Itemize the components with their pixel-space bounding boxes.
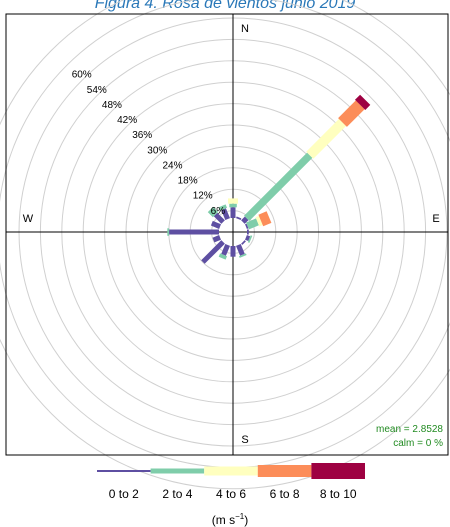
ring-label: 12% [193,191,213,202]
petals [167,94,371,264]
legend-label: 2 to 4 [162,487,192,501]
legend-swatch [150,468,205,474]
petal-n-2 [228,198,238,204]
legend-swatch [97,470,151,472]
ring-label: 18% [178,176,198,187]
petal-se-0 [241,240,246,245]
plot-border [5,13,449,456]
legend-label: 4 to 6 [216,487,246,501]
compass-label-n: N [241,23,249,35]
legend-label: 6 to 8 [270,487,300,501]
compass-label-w: W [23,213,34,225]
ring-label: 42% [117,115,137,126]
chart-title: Figura 4. Rosa de vientos junio 2019 [94,0,356,12]
legend-swatch [257,465,312,477]
mean-label: mean = 2.8528 [376,424,443,435]
ring-label: 60% [72,70,92,81]
ring-label: 24% [162,161,182,172]
petal-ssw-0 [221,244,230,256]
petal-w-0 [169,229,219,235]
petal-sse-1 [239,253,247,258]
petal-ne-4 [355,94,371,110]
petal-sse-0 [236,244,245,256]
petal-ne-1 [244,152,313,221]
petal-ene-2 [255,215,263,227]
calm-label: calm = 0 % [393,438,443,449]
ring-labels: 6% 12% 18% 24% 30% 36% 42% 48% 54% 60% [72,70,226,217]
petal-wnw-0 [210,220,221,229]
petal-nw-1 [207,206,219,218]
petal-n-0 [230,207,236,218]
grid-circle [0,0,450,490]
compass-label-e: E [432,213,439,225]
petal-ese-0 [245,235,251,241]
petal-s-0 [230,246,236,257]
petal-ese-1 [247,235,253,243]
petal-ssw-1 [218,253,227,260]
petal-wsw-0 [212,235,221,243]
petal-nnw-0 [221,208,230,220]
grid-circles [0,0,450,490]
ring-label: 36% [132,130,152,141]
compass-labels: N E S W [23,23,440,446]
ring-label: 30% [147,145,167,156]
ring-label: 54% [87,85,107,96]
petal-ene-1 [246,218,259,230]
petal-nnw-1 [218,204,227,211]
petal-ne-2 [306,118,347,159]
petal-w-1 [167,228,170,236]
petal-n-1 [229,203,237,208]
petal-e-0 [247,229,249,235]
ring-label: 48% [102,100,122,111]
ring-label: 6% [211,206,226,217]
petal-nne-0 [236,216,242,220]
legend: 0 to 2 2 to 4 4 to 6 6 to 8 8 to 10 [97,463,365,501]
legend-swatch [204,466,258,476]
petal-ne-0 [241,216,249,224]
petal-ene-3 [258,211,272,227]
petal-ne-3 [338,100,365,127]
legend-swatch [311,463,365,479]
legend-label: 0 to 2 [109,487,139,501]
compass-label-s: S [241,434,248,446]
petal-sw-0 [201,240,225,264]
axes [6,14,448,455]
petal-ene-0 [245,223,249,229]
legend-unit: (m s−1) [212,512,248,527]
petal-nw-0 [213,212,225,224]
legend-label: 8 to 10 [320,487,357,501]
